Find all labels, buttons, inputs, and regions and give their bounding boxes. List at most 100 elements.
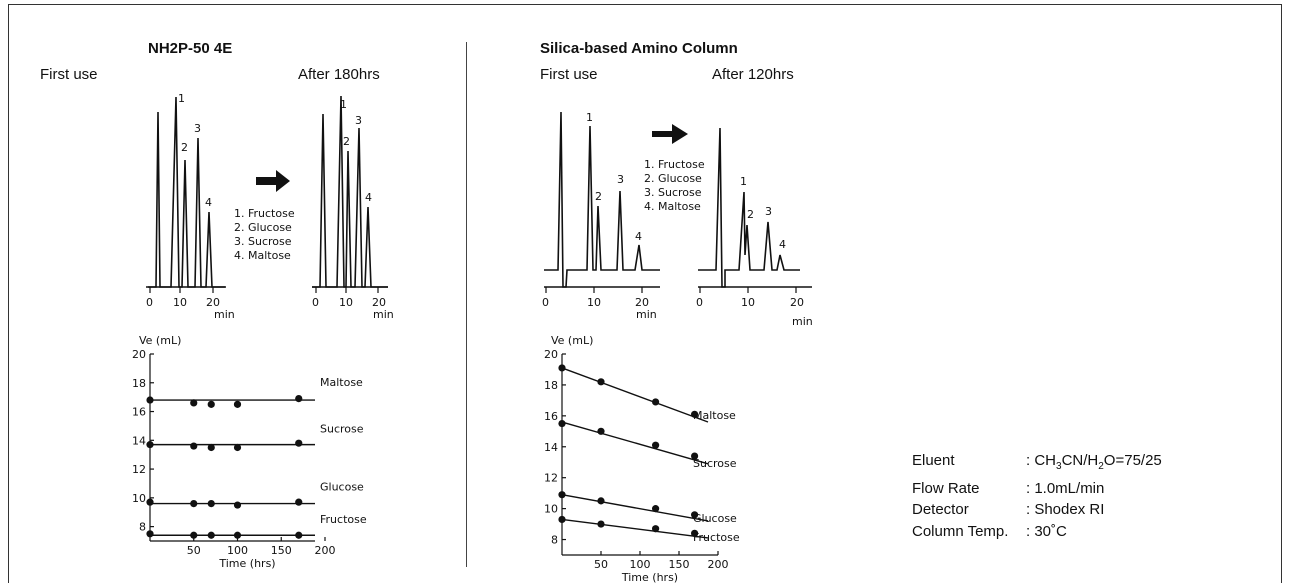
- data-point-glucose: [652, 505, 660, 513]
- left-first-min-unit: min: [214, 308, 235, 321]
- right-first-peak-4-label: 4: [635, 230, 642, 243]
- data-point-glucose: [207, 500, 215, 508]
- right-legend-item-3: 3. Sucrose: [644, 186, 702, 199]
- data-point-maltose: [691, 410, 699, 418]
- right-first-use-label: First use: [540, 66, 598, 83]
- left-after-min-tick-10: 10: [339, 296, 353, 309]
- condition-eluent: Eluent : CH3CN/H2O=75/25: [912, 450, 1162, 478]
- series-label-fructose: Fructose: [693, 531, 740, 544]
- left-after-min-tick-20: 20: [372, 296, 386, 309]
- data-point-sucrose: [597, 427, 605, 435]
- x-tick-label: 200: [315, 544, 336, 557]
- data-point-sucrose: [558, 419, 566, 428]
- fit-line-fructose: [561, 518, 709, 539]
- left-after-peak-3-label: 3: [355, 114, 362, 127]
- data-point-glucose: [295, 498, 303, 506]
- left-first-peak-2-label: 2: [181, 141, 188, 154]
- x-tick-label: 200: [708, 558, 729, 571]
- data-point-sucrose: [295, 439, 303, 447]
- data-point-maltose: [146, 396, 154, 404]
- condition-column-temp: Column Temp. : 30˚C: [912, 521, 1162, 543]
- left-first-peak-1-label: 1: [178, 92, 185, 105]
- figure-frame: [8, 4, 1282, 583]
- right-after-peak-3-label: 3: [765, 205, 772, 218]
- data-point-fructose: [295, 531, 303, 539]
- condition-label: Column Temp.: [912, 522, 1009, 540]
- left-after-min-unit: min: [373, 308, 394, 321]
- left-after-peak-2-label: 2: [343, 135, 350, 148]
- x-tick-label: 150: [271, 544, 292, 557]
- data-point-fructose: [190, 531, 198, 539]
- data-point-maltose: [207, 400, 215, 408]
- x-axis-label: Time (hrs): [218, 557, 275, 570]
- y-tick-label: 20: [544, 348, 558, 361]
- data-point-glucose: [233, 501, 242, 509]
- condition-value: : CH3CN/H2O=75/25: [1026, 452, 1162, 472]
- left-ve-plot-axes: [149, 354, 315, 542]
- right-legend-item-1: 1. Fructose: [644, 158, 705, 171]
- left-after-chromatogram-trace: [312, 95, 388, 288]
- data-point-sucrose: [207, 443, 215, 452]
- right-first-peak-3-label: 3: [617, 173, 624, 186]
- left-after-label: After 180hrs: [298, 66, 380, 83]
- data-point-sucrose: [146, 441, 154, 449]
- x-tick-label: 100: [227, 544, 248, 557]
- fit-line-sucrose: [561, 421, 709, 465]
- data-point-maltose: [233, 400, 242, 408]
- y-axis-label: Ve (mL): [551, 334, 593, 347]
- right-first-min-unit: min: [636, 308, 657, 321]
- data-point-fructose: [597, 520, 605, 528]
- right-first-min-tick-10: 10: [587, 296, 601, 309]
- y-axis-label: Ve (mL): [139, 334, 181, 347]
- data-point-glucose: [691, 511, 699, 519]
- series-label-glucose: Glucose: [693, 512, 737, 525]
- series-label-sucrose: Sucrose: [320, 423, 364, 436]
- condition-value: : 1.0mL/min: [1026, 479, 1105, 497]
- left-after-peak-4-label: 4: [365, 191, 372, 204]
- data-point-maltose: [597, 378, 605, 386]
- condition-label: Detector: [912, 501, 969, 518]
- left-first-peak-3-label: 3: [194, 122, 201, 135]
- data-point-sucrose: [233, 443, 242, 452]
- right-first-peak-1-label: 1: [586, 111, 593, 124]
- right-ve-plot: 8 10 12 14 16 18 20 50 100 150 200 Time (hrs) Ve (mL…: [544, 334, 740, 584]
- data-point-maltose: [652, 398, 660, 406]
- condition-value: : Shodex RI: [1026, 501, 1105, 518]
- data-point-sucrose: [691, 452, 699, 460]
- y-tick-label: 14: [132, 434, 146, 447]
- data-point-fructose: [146, 530, 154, 538]
- right-after-peak-2-label: 2: [747, 208, 754, 221]
- y-tick-label: 8: [551, 534, 558, 547]
- fit-line-glucose: [561, 494, 709, 522]
- y-tick-label: 8: [139, 521, 146, 534]
- data-point-maltose: [558, 364, 566, 372]
- data-point-glucose: [190, 500, 198, 508]
- y-tick-label: 18: [132, 377, 146, 390]
- data-point-fructose: [233, 531, 242, 539]
- right-legend-item-4: 4. Maltose: [644, 200, 701, 213]
- data-point-glucose: [146, 498, 154, 506]
- right-after-min-unit: min: [792, 315, 813, 328]
- data-point-fructose: [207, 531, 215, 539]
- x-tick-label: 50: [187, 544, 201, 557]
- right-first-min-tick-0: 0: [542, 296, 549, 309]
- right-first-chromatogram-trace: [544, 111, 660, 288]
- left-ve-plot: 8 10 12 14 16 18 20 50 100 150 200 Time (hrs) Ve (mL…: [132, 334, 367, 570]
- right-first-min-tick-20: 20: [635, 296, 649, 309]
- right-arrow-icon: [652, 124, 688, 144]
- data-point-glucose: [597, 497, 605, 505]
- right-legend-item-2: 2. Glucose: [644, 172, 702, 185]
- data-point-glucose: [558, 491, 566, 499]
- y-tick-label: 12: [544, 472, 558, 485]
- fit-line-maltose: [561, 367, 709, 423]
- y-tick-label: 12: [132, 463, 146, 476]
- right-after-chromatogram-trace: [698, 127, 800, 288]
- data-point-maltose: [190, 399, 198, 407]
- right-after-min-tick-10: 10: [741, 296, 755, 309]
- left-legend-item-2: 2. Glucose: [234, 221, 292, 234]
- left-arrow-icon: [256, 170, 290, 192]
- series-label-glucose: Glucose: [320, 481, 364, 494]
- right-first-peak-2-label: 2: [595, 190, 602, 203]
- left-after-min-tick-0: 0: [312, 296, 319, 309]
- left-legend-item-1: 1. Fructose: [234, 207, 295, 220]
